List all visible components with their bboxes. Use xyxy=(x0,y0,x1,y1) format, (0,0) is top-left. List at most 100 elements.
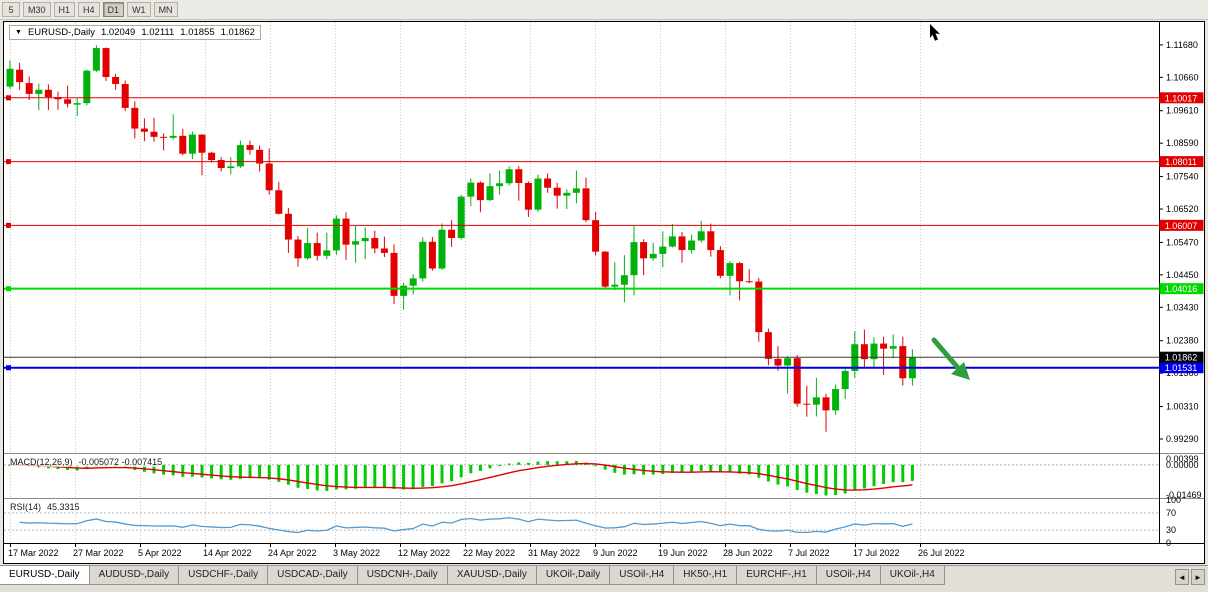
price-axis-label: 1.09610 xyxy=(1166,106,1199,116)
timeframe-button-mn[interactable]: MN xyxy=(154,2,178,17)
svg-text:1.06007: 1.06007 xyxy=(1165,221,1198,231)
macd-pane xyxy=(4,461,1159,495)
price-axis-label: 1.00310 xyxy=(1166,402,1199,412)
candle-body xyxy=(707,231,714,250)
candle-body xyxy=(227,166,234,168)
chart-tab-usdcad-daily[interactable]: USDCAD-,Daily xyxy=(267,566,358,585)
date-axis-label: 17 Mar 2022 xyxy=(8,548,59,558)
quote-bar[interactable]: ▼ EURUSD-,Daily 1.02049 1.02111 1.01855 … xyxy=(9,25,261,40)
timeframe-button-5[interactable]: 5 xyxy=(2,2,20,17)
candle-body xyxy=(179,136,186,154)
candle-body xyxy=(746,281,753,282)
candle-body xyxy=(631,242,638,275)
svg-text:30: 30 xyxy=(1166,525,1176,535)
candle-body xyxy=(74,103,81,105)
candle-body xyxy=(823,397,830,410)
candle-body xyxy=(352,241,359,244)
chart-tab-xauusd-daily[interactable]: XAUUSD-,Daily xyxy=(447,566,537,585)
timeframe-button-h4[interactable]: H4 xyxy=(78,2,100,17)
candle-body xyxy=(410,278,417,285)
chart-tab-usdcnh-daily[interactable]: USDCNH-,Daily xyxy=(357,566,448,585)
candle-body xyxy=(26,83,33,94)
date-axis-label: 9 Jun 2022 xyxy=(593,548,638,558)
chart-tab-usoil-h4[interactable]: USOil-,H4 xyxy=(816,566,881,585)
horizontal-lines xyxy=(4,95,1159,370)
hline-handle[interactable] xyxy=(6,159,11,164)
rsi-value: 45.3315 xyxy=(47,502,80,512)
timeframe-button-w1[interactable]: W1 xyxy=(127,2,151,17)
candle-body xyxy=(45,90,52,97)
candle-body xyxy=(275,190,282,214)
svg-text:1.10017: 1.10017 xyxy=(1165,93,1198,103)
chart-tab-eurchf-h1[interactable]: EURCHF-,H1 xyxy=(736,566,817,585)
chart-tab-ukoil-h4[interactable]: UKOil-,H4 xyxy=(880,566,945,585)
hline-handle[interactable] xyxy=(6,286,11,291)
timeframe-button-h1[interactable]: H1 xyxy=(54,2,76,17)
candle-body xyxy=(371,238,378,248)
rsi-indicator-label: RSI(14) 45.3315 xyxy=(10,502,80,512)
candle-body xyxy=(362,238,369,241)
date-axis-label: 3 May 2022 xyxy=(333,548,380,558)
macd-values: -0.005072 -0.007415 xyxy=(79,457,163,467)
hline-handle[interactable] xyxy=(6,95,11,100)
candle-body xyxy=(669,236,676,246)
price-axis-label: 1.11680 xyxy=(1166,40,1198,50)
candle-body xyxy=(247,145,254,150)
date-axis-label: 14 Apr 2022 xyxy=(203,548,252,558)
chart-tab-usoil-h4[interactable]: USOil-,H4 xyxy=(609,566,674,585)
date-axis-label: 19 Jun 2022 xyxy=(658,548,708,558)
candle-body xyxy=(304,243,311,258)
candle-body xyxy=(333,219,340,251)
candle-body xyxy=(323,250,330,255)
price-axis-label: 1.06520 xyxy=(1166,204,1199,214)
candle-body xyxy=(189,135,196,154)
chart-tab-hk50-h1[interactable]: HK50-,H1 xyxy=(673,566,737,585)
candle-body xyxy=(419,242,426,279)
arrow-annotation[interactable] xyxy=(934,340,970,380)
candle-body xyxy=(611,285,618,287)
timeframe-button-d1[interactable]: D1 xyxy=(103,2,125,17)
candle-body xyxy=(544,178,551,187)
open-value: 1.02049 xyxy=(101,27,135,38)
tabs-scroll-right-button[interactable]: ► xyxy=(1191,569,1205,585)
candle-body xyxy=(688,241,695,251)
price-axis-label: 0.99290 xyxy=(1166,434,1199,444)
candle-body xyxy=(314,243,321,256)
svg-text:1.01862: 1.01862 xyxy=(1165,353,1198,363)
chart-tab-audusd-daily[interactable]: AUDUSD-,Daily xyxy=(89,566,180,585)
timeframe-button-m30[interactable]: M30 xyxy=(23,2,51,17)
hline-handle[interactable] xyxy=(6,365,11,370)
chevron-down-icon[interactable]: ▼ xyxy=(15,28,22,37)
candle-body xyxy=(112,77,119,84)
rsi-axis: 10070300 xyxy=(1166,495,1181,548)
candle-body xyxy=(7,69,14,87)
date-axis-label: 26 Jul 2022 xyxy=(918,548,965,558)
candle-body xyxy=(813,397,820,404)
date-axis-label: 17 Jul 2022 xyxy=(853,548,900,558)
candle-body xyxy=(381,248,388,252)
price-axis-label: 1.02380 xyxy=(1166,336,1199,346)
candle-body xyxy=(880,344,887,349)
candlestick-series xyxy=(7,45,916,431)
svg-text:0: 0 xyxy=(1166,538,1171,548)
candle-body xyxy=(563,193,570,196)
mouse-cursor-icon xyxy=(930,24,940,41)
hline-handle[interactable] xyxy=(6,223,11,228)
candle-body xyxy=(621,275,628,285)
candle-body xyxy=(496,183,503,186)
price-axis-label: 1.04450 xyxy=(1166,270,1199,280)
candle-body xyxy=(515,169,522,183)
candle-body xyxy=(64,99,71,103)
tabs-scroll-left-button[interactable]: ◄ xyxy=(1175,569,1189,585)
chart-tabs: EURUSD-,DailyAUDUSD-,DailyUSDCHF-,DailyU… xyxy=(0,566,945,585)
candle-body xyxy=(16,70,23,82)
date-axis-label: 27 Mar 2022 xyxy=(73,548,124,558)
chart-tab-usdchf-daily[interactable]: USDCHF-,Daily xyxy=(178,566,268,585)
date-axis-label: 31 May 2022 xyxy=(528,548,580,558)
chart-tab-eurusd-daily[interactable]: EURUSD-,Daily xyxy=(0,566,90,585)
candle-body xyxy=(141,129,148,132)
price-badges: 1.100171.080111.060071.040161.015311.018… xyxy=(1160,92,1204,373)
svg-text:70: 70 xyxy=(1166,508,1176,518)
chart-tab-ukoil-daily[interactable]: UKOil-,Daily xyxy=(536,566,610,585)
candle-body xyxy=(803,404,810,405)
